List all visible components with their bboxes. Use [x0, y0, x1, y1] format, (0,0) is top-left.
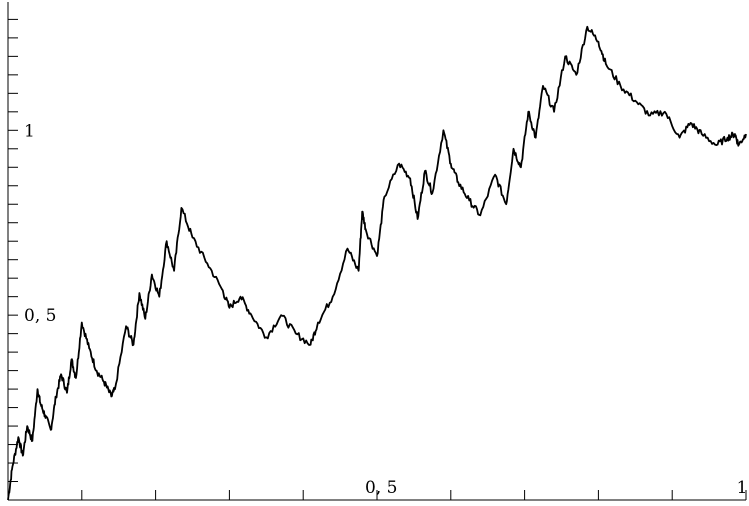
- series-line: [7, 25, 747, 501]
- x-tick-label: 1: [737, 478, 748, 498]
- x-tick-label: 0, 5: [365, 478, 397, 498]
- tick-marks: [8, 18, 747, 500]
- series-layer: [7, 25, 747, 501]
- y-tick-label: 0, 5: [24, 306, 56, 326]
- y-tick-label: 1: [24, 121, 35, 141]
- tick-labels: 0, 5 1 0, 5 1: [24, 121, 747, 498]
